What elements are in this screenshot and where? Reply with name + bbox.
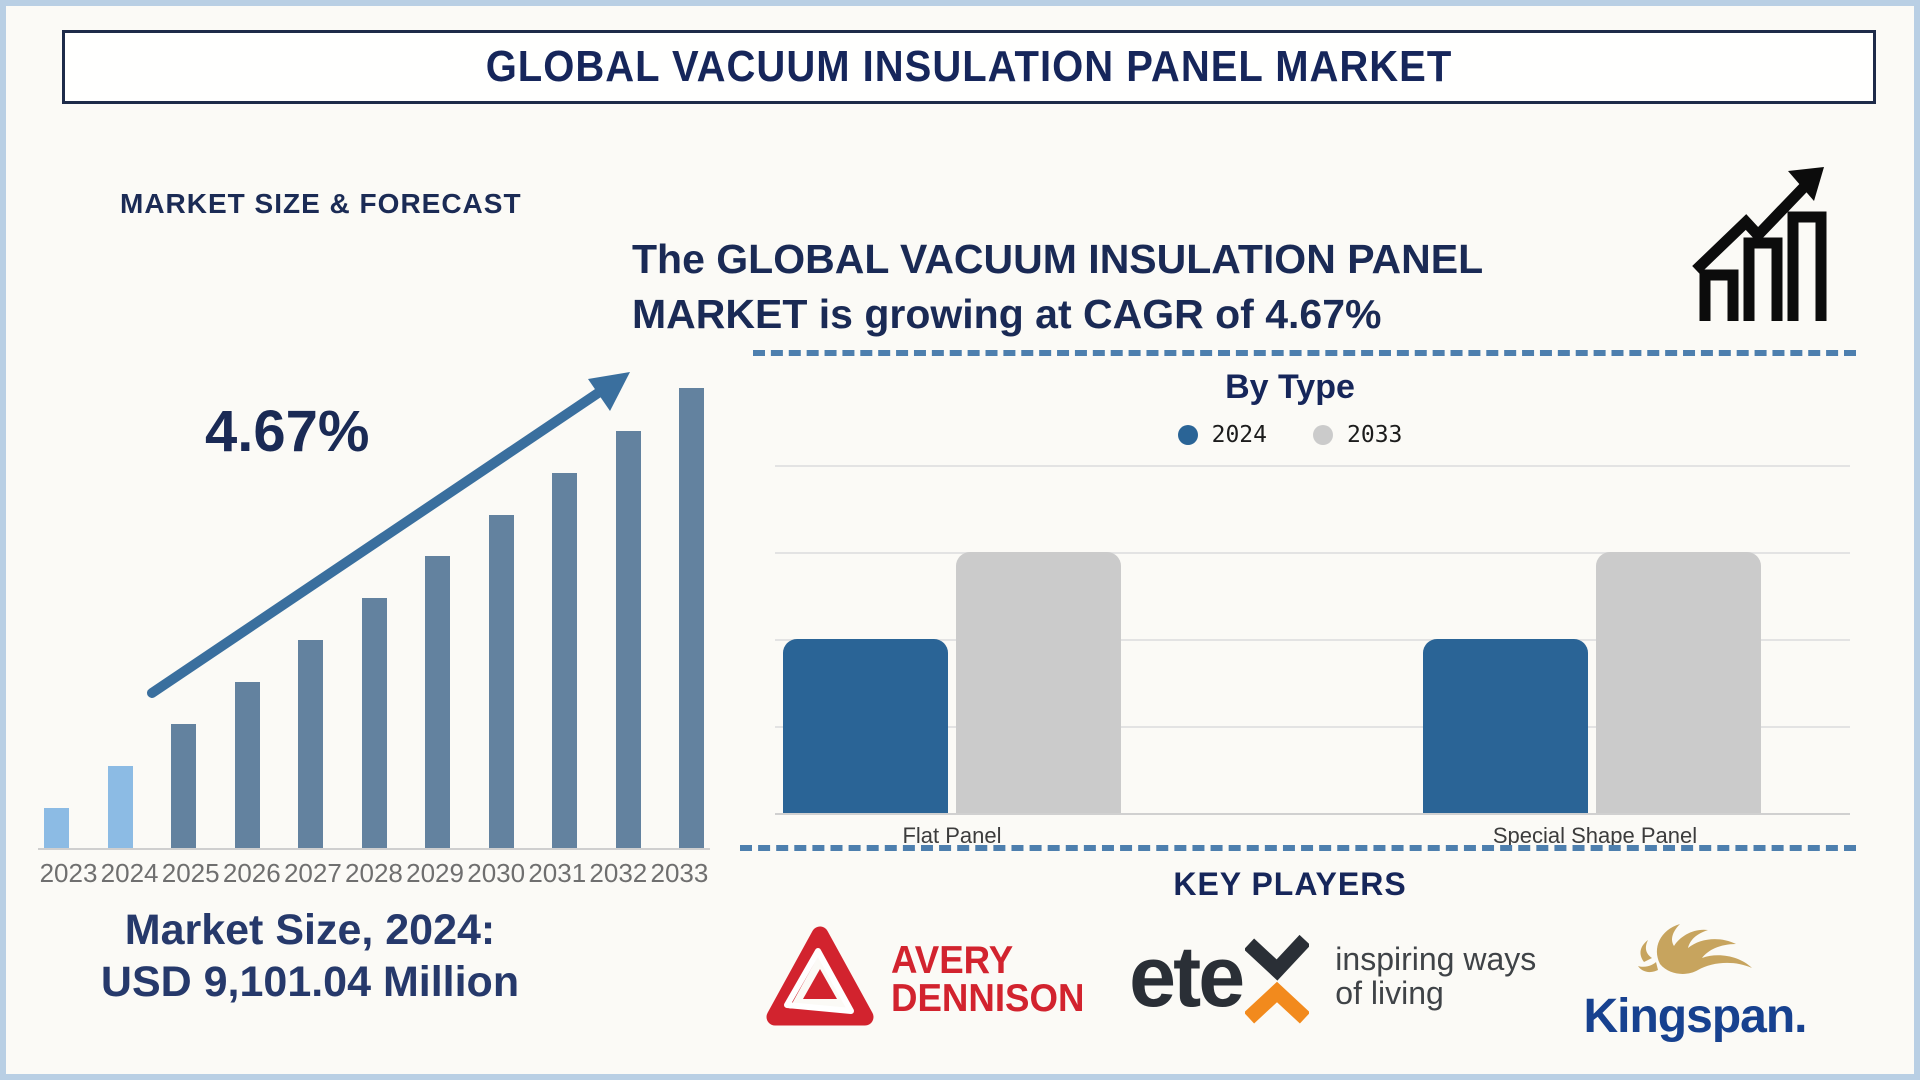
etex-logo: ete inspiring ways of living [1128, 928, 1536, 1026]
market-size-bar-chart: 2023 2024 2025 2026 2027 2028 2029 2030 2031 2032… [38, 385, 710, 888]
by-type-bar-chart: Flat Panel Special Shape Panel [775, 465, 1850, 865]
market-size-bar-2029 [425, 556, 450, 848]
gridline [775, 552, 1850, 554]
by-type-legend: 2024 2033 [755, 422, 1825, 448]
gridline [775, 465, 1850, 467]
gridline [775, 726, 1850, 728]
page-title-box: GLOBAL VACUUM INSULATION PANEL MARKET [62, 30, 1876, 104]
bar-2024-special-shape-panel [1423, 639, 1588, 813]
bar-2024-flat-panel [783, 639, 948, 813]
market-size-bar-2030 [488, 515, 514, 848]
bar-2033-special-shape-panel [1596, 552, 1761, 813]
dashed-divider-top [753, 350, 1856, 356]
category-label-special-shape-panel: Special Shape Panel [1492, 823, 1698, 848]
by-type-bar-plot [775, 465, 1850, 815]
market-size-year-labels: 2023 2024 2025 2026 2027 2028 2029 2030 2031 2032… [38, 858, 710, 889]
legend-item-2033: 2033 [1313, 422, 1402, 448]
kingspan-lion-icon [1638, 924, 1752, 974]
etex-wordmark: ete [1129, 928, 1245, 1025]
cagr-growth-statement: The GLOBAL VACUUM INSULATION PANEL MARKE… [632, 236, 1483, 338]
legend-item-2024: 2024 [1177, 422, 1267, 448]
bar-2033-flat-panel [956, 552, 1121, 813]
market-size-2024-callout: Market Size, 2024: USD 9,101.04 Million [30, 905, 590, 1008]
legend-dot-2033 [1313, 425, 1333, 445]
market-size-bar-2031 [552, 473, 577, 848]
market-size-bar-2024 [107, 766, 133, 848]
dashed-divider-bottom [740, 845, 1856, 851]
year-label-2031: 2031 [528, 858, 587, 888]
by-type-title: By Type [1225, 368, 1355, 406]
cagr-annotation: 4.67% [205, 399, 370, 464]
year-label-2028: 2028 [345, 858, 403, 888]
etex-x-icon [1245, 934, 1310, 1024]
year-label-2026: 2026 [222, 858, 281, 888]
avery-dennison-triangle-icon [766, 926, 874, 1026]
page-title: GLOBAL VACUUM INSULATION PANEL MARKET [485, 42, 1453, 91]
gridline [775, 639, 1850, 641]
gridline [775, 813, 1850, 815]
market-size-bar-2026 [234, 682, 260, 848]
market-size-bar-2028 [361, 598, 387, 848]
market-size-bar-2032 [615, 431, 641, 848]
kingspan-wordmark: Kingspan. [1583, 990, 1807, 1043]
year-label-2030: 2030 [467, 858, 526, 888]
kingspan-logo: Kingspan. [1580, 918, 1810, 1044]
year-label-2024: 2024 [100, 858, 159, 888]
year-label-2023: 2023 [39, 858, 98, 888]
year-label-2033: 2033 [650, 858, 709, 888]
market-size-forecast-heading: MARKET SIZE & FORECAST [120, 188, 522, 219]
market-size-bar-2025 [171, 724, 196, 848]
growth-chart-icon [1692, 167, 1827, 321]
market-size-bar-plot [38, 385, 710, 850]
legend-label-2024: 2024 [1211, 422, 1267, 448]
year-label-2027: 2027 [283, 858, 342, 888]
market-size-line2: USD 9,101.04 Million [100, 957, 520, 1006]
market-size-bar-2027 [298, 640, 323, 848]
avery-dennison-wordmark: AVERY DENNISON [891, 938, 1085, 1020]
market-size-bar-2023 [44, 808, 69, 848]
year-label-2025: 2025 [161, 858, 220, 888]
key-players-title: KEY PLAYERS [1173, 866, 1407, 902]
trend-arrow-icon [147, 372, 630, 698]
legend-label-2033: 2033 [1347, 422, 1403, 448]
legend-dot-2024 [1177, 425, 1198, 445]
year-label-2029: 2029 [406, 858, 464, 888]
year-label-2032: 2032 [589, 858, 648, 888]
etex-tagline: inspiring ways of living [1335, 941, 1537, 1011]
market-size-bar-2033 [679, 388, 704, 848]
category-label-flat-panel: Flat Panel [902, 823, 1002, 848]
market-size-line1: Market Size, 2024: [124, 906, 496, 954]
avery-dennison-logo: AVERY DENNISON [765, 925, 1097, 1035]
